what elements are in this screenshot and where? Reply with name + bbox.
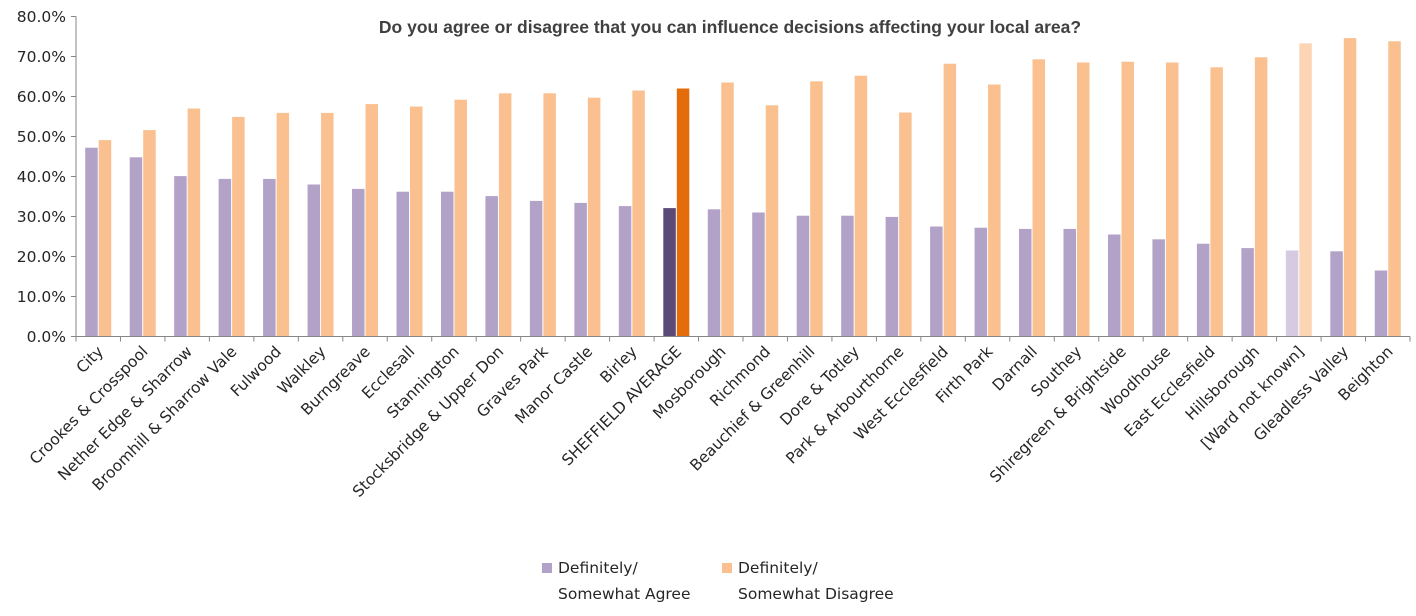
bar-disagree: [1299, 43, 1312, 337]
y-tick-label: 40.0%: [17, 168, 66, 186]
bar-disagree: [943, 63, 957, 337]
bar-disagree: [632, 90, 645, 337]
bar-disagree: [187, 108, 201, 337]
bar-agree: [218, 178, 232, 337]
bar-agree: [1285, 250, 1299, 337]
bar-disagree: [276, 112, 290, 337]
bar-agree: [129, 157, 143, 337]
bar-agree: [174, 176, 187, 337]
bar-disagree: [98, 140, 112, 337]
bar-agree: [1019, 228, 1032, 337]
series-disagree: [98, 38, 1401, 337]
bar-disagree: [1343, 38, 1357, 337]
bars: [85, 38, 1401, 337]
x-tick-label: Dore & Totley: [776, 343, 863, 430]
legend-label: Definitely/Somewhat Disagree: [738, 559, 894, 603]
x-tick-label: Manor Castle: [511, 343, 596, 428]
bar-agree: [352, 188, 365, 337]
bar-agree: [663, 208, 676, 337]
bar-agree: [307, 184, 321, 337]
bar-disagree: [232, 116, 245, 337]
bar-disagree: [143, 130, 156, 337]
bar-disagree: [1121, 61, 1134, 337]
bar-agree: [1152, 239, 1165, 337]
legend-swatch: [722, 563, 732, 573]
y-tick-label: 10.0%: [17, 288, 66, 306]
bar-disagree: [498, 93, 512, 337]
bar-disagree: [321, 112, 334, 337]
bar-agree: [1107, 234, 1121, 337]
bar-disagree: [454, 99, 467, 337]
bar-disagree: [1388, 41, 1401, 337]
bar-agree: [574, 202, 587, 337]
y-tick-label: 80.0%: [17, 8, 66, 26]
bar-disagree: [854, 75, 868, 337]
chart-title: Do you agree or disagree that you can in…: [379, 17, 1081, 37]
bar-disagree: [899, 112, 912, 337]
y-tick-label: 30.0%: [17, 208, 66, 226]
bar-agree: [396, 191, 409, 337]
bar-agree: [440, 191, 454, 337]
bar-disagree: [1165, 62, 1179, 337]
bar-agree: [796, 215, 810, 337]
bar-agree: [1063, 228, 1076, 337]
legend: Definitely/Somewhat Agree Definitely/Some…: [542, 559, 894, 603]
bar-disagree: [365, 104, 379, 337]
bar-agree: [485, 196, 498, 337]
y-axis: 0.0% 10.0% 20.0% 30.0% 40.0% 50.0% 60.0% 70.0% 8…: [17, 8, 77, 346]
bar-agree: [1241, 248, 1254, 337]
bar-disagree: [410, 106, 423, 337]
y-tick-label: 0.0%: [27, 328, 66, 346]
bar-agree: [1374, 270, 1388, 337]
bar-agree: [841, 215, 854, 337]
bar-disagree: [676, 88, 690, 337]
bar-disagree: [721, 82, 734, 337]
legend-label: Definitely/Somewhat Agree: [558, 559, 691, 603]
bar-disagree: [988, 84, 1001, 337]
bar-agree: [85, 147, 98, 337]
legend-swatch: [542, 563, 552, 573]
bar-disagree: [1254, 57, 1268, 337]
y-tick-label: 60.0%: [17, 88, 66, 106]
y-tick-label: 50.0%: [17, 128, 66, 146]
bar-agree: [1330, 251, 1343, 337]
bar-agree: [930, 226, 943, 337]
y-tick-label: 20.0%: [17, 248, 66, 266]
bar-disagree: [1032, 59, 1046, 337]
bar-agree: [263, 178, 276, 337]
series-agree: [85, 147, 1388, 337]
bar-disagree: [810, 81, 823, 337]
bar-agree: [885, 216, 899, 337]
legend-item-disagree: Definitely/Somewhat Disagree: [722, 559, 894, 603]
x-tick-label: City: [73, 343, 107, 377]
bar-agree: [707, 209, 721, 337]
bar-disagree: [765, 105, 779, 337]
bar-agree: [974, 227, 988, 337]
bar-agree: [618, 206, 632, 337]
bar-disagree: [543, 93, 556, 337]
bar-disagree: [1077, 62, 1090, 337]
y-tick-label: 70.0%: [17, 48, 66, 66]
legend-item-agree: Definitely/Somewhat Agree: [542, 559, 691, 603]
bar-disagree: [587, 97, 601, 337]
bar-agree: [529, 200, 543, 337]
bar-agree: [1196, 243, 1210, 337]
bar-agree: [752, 212, 765, 337]
bar-disagree: [1210, 67, 1223, 337]
